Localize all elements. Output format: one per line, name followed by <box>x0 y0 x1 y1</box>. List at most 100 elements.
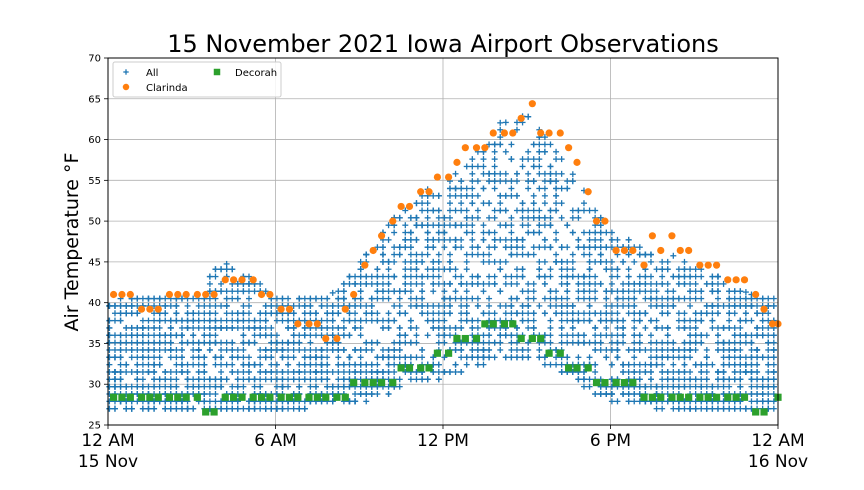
clarinda-point <box>285 305 294 313</box>
clarinda-point <box>517 114 525 122</box>
all-point <box>178 405 185 412</box>
all-point <box>223 317 230 324</box>
all-point <box>218 405 225 412</box>
clarinda-point <box>377 232 386 240</box>
all-point <box>218 398 225 405</box>
all-point <box>134 383 141 390</box>
all-point <box>301 310 308 317</box>
all-point <box>206 280 213 287</box>
all-point <box>218 346 225 353</box>
all-point <box>117 332 124 339</box>
all-point <box>307 310 314 317</box>
all-point <box>206 302 213 309</box>
all-point <box>223 295 230 302</box>
clarinda-point <box>322 334 330 343</box>
all-point <box>139 368 146 375</box>
all-point <box>151 361 158 368</box>
clarinda-point <box>724 276 732 284</box>
all-point <box>268 302 275 309</box>
all-point <box>257 383 264 390</box>
clarinda-point <box>648 232 656 240</box>
all-point <box>290 405 297 412</box>
all-point <box>156 376 163 383</box>
all-point <box>178 339 185 346</box>
all-point <box>285 324 292 331</box>
legend-marker-decorah <box>213 68 221 76</box>
all-point <box>151 368 158 375</box>
clarinda-point <box>193 290 201 299</box>
legend-marker-clarinda <box>122 83 130 91</box>
all-point <box>212 310 219 317</box>
x-tick-label: 6 AM <box>254 431 297 451</box>
all-point <box>106 354 113 361</box>
y-axis-label-unit: °F <box>61 153 83 173</box>
all-point <box>134 368 141 375</box>
all-point <box>162 398 169 405</box>
all-point <box>151 324 158 331</box>
all-point <box>167 346 174 353</box>
all-point <box>257 361 264 368</box>
all-point <box>212 332 219 339</box>
all-point <box>296 332 303 339</box>
all-point <box>178 398 185 405</box>
all-point <box>117 302 124 309</box>
all-point <box>201 354 208 361</box>
clarinda-point <box>461 144 469 152</box>
all-point <box>167 317 174 324</box>
all-point <box>201 302 208 309</box>
clarinda-point <box>592 217 601 225</box>
all-point <box>162 302 169 309</box>
all-point <box>145 383 152 390</box>
all-point <box>229 266 236 273</box>
all-point <box>307 368 314 375</box>
all-point <box>240 376 247 383</box>
all-point <box>257 317 264 324</box>
all-point <box>151 332 158 339</box>
all-point <box>290 368 297 375</box>
all-point <box>111 346 118 353</box>
clarinda-point <box>313 320 321 328</box>
all-point <box>273 339 280 346</box>
decorah-point <box>305 393 313 401</box>
all-point <box>301 398 308 405</box>
all-point <box>145 324 152 331</box>
all-point <box>139 383 146 390</box>
decorah-point <box>472 334 481 343</box>
all-point <box>134 361 141 368</box>
legend-label-clarinda: Clarinda <box>146 83 188 94</box>
clarinda-point <box>433 173 442 181</box>
all-point <box>234 398 241 405</box>
decorah-point <box>760 408 768 416</box>
all-point <box>128 332 135 339</box>
clarinda-point <box>500 129 509 137</box>
all-point <box>218 288 225 295</box>
decorah-point <box>154 393 162 401</box>
all-point <box>151 346 158 353</box>
x-tick-label: 12 AM <box>751 431 804 451</box>
decorah-point <box>696 393 704 401</box>
all-point <box>223 346 230 353</box>
all-point <box>145 332 152 339</box>
all-point <box>151 383 158 390</box>
all-point <box>162 332 169 339</box>
all-point <box>296 339 303 346</box>
all-point <box>212 324 219 331</box>
all-point <box>162 339 169 346</box>
all-point <box>206 288 213 295</box>
decorah-point <box>322 393 330 401</box>
all-point <box>234 405 241 412</box>
decorah-point <box>137 393 146 401</box>
decorah-point <box>118 393 126 401</box>
all-point <box>123 368 130 375</box>
all-point <box>139 317 146 324</box>
decorah-point <box>601 378 609 387</box>
all-point <box>184 383 191 390</box>
all-point <box>156 332 163 339</box>
all-point <box>273 317 280 324</box>
all-point <box>195 317 202 324</box>
all-point <box>106 376 113 383</box>
all-point <box>273 368 280 375</box>
decorah-point <box>182 393 190 401</box>
all-point <box>301 376 308 383</box>
all-point <box>190 354 197 361</box>
